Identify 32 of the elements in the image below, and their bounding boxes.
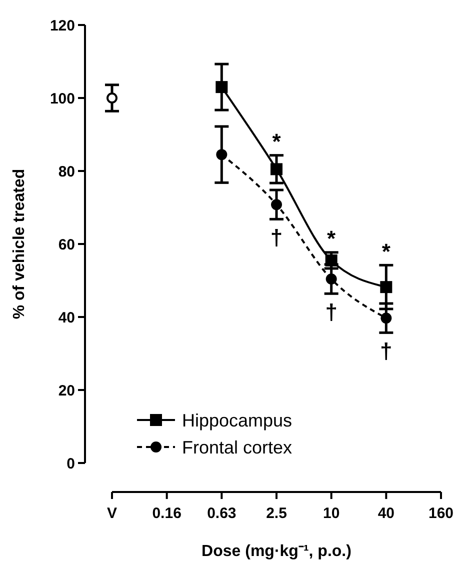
y-tick-label: 100	[50, 90, 75, 108]
point	[106, 92, 118, 104]
x-tick-label: V	[106, 505, 118, 522]
y-tick-label: 80	[58, 163, 75, 180]
point	[326, 274, 337, 285]
x-tick-label: 160	[428, 505, 454, 522]
point	[270, 163, 282, 176]
annotation: *	[327, 226, 336, 252]
annotation: *	[382, 238, 391, 264]
x-tick-label: 0.63	[207, 505, 236, 522]
y-tick-label: 40	[58, 309, 75, 326]
legend-label: Hippocampus	[182, 410, 292, 430]
y-axis-title: % of vehicle treated	[11, 168, 28, 320]
x-tick-label: 10	[322, 505, 340, 522]
annotation: †	[380, 338, 392, 364]
point	[380, 312, 392, 324]
y-tick-label: 20	[58, 382, 75, 400]
y-tick-label: 0	[66, 455, 75, 472]
x-axis-title: Dose (mg·kg⁻¹, p.o.)	[202, 543, 352, 560]
y-tick-label: 120	[50, 17, 75, 34]
point	[216, 149, 228, 160]
legend-label: Frontal cortex	[182, 437, 292, 458]
annotation: *	[272, 129, 282, 154]
point	[380, 281, 392, 294]
point	[216, 81, 228, 94]
annotation: †	[325, 299, 338, 324]
annotation: †	[270, 224, 283, 250]
x-tick-label: 40	[378, 505, 395, 522]
point	[271, 199, 282, 210]
x-tick-label: 2.5	[266, 505, 287, 522]
y-tick-label: 60	[58, 236, 75, 254]
x-tick-label: 0.16	[152, 505, 182, 522]
